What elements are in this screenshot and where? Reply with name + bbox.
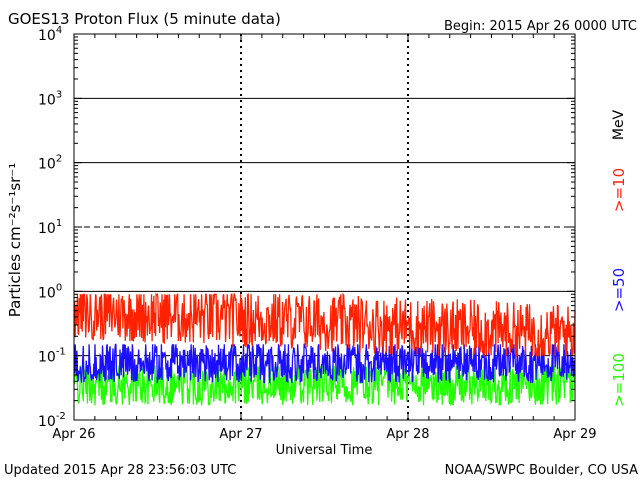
y-tick-label: 103 bbox=[38, 89, 62, 108]
series-layer bbox=[73, 292, 576, 407]
x-axis-label: Universal Time bbox=[276, 443, 373, 458]
x-tick-label: Apr 29 bbox=[553, 427, 596, 442]
y-tick-exponent: -1 bbox=[56, 347, 66, 358]
y-tick-exponent: 4 bbox=[56, 25, 62, 36]
series-line-ge10 bbox=[73, 292, 576, 358]
chart-title: GOES13 Proton Flux (5 minute data) bbox=[8, 10, 281, 28]
y-tick-exponent: 1 bbox=[56, 218, 62, 229]
y-tick-label: 10-1 bbox=[38, 347, 66, 366]
legend-label-ge10: >=10 bbox=[610, 168, 628, 212]
y-tick-base: 10 bbox=[38, 221, 56, 237]
y-tick-exponent: 3 bbox=[56, 89, 62, 100]
y-tick-label: 102 bbox=[38, 154, 62, 173]
x-tick-label: Apr 27 bbox=[219, 427, 262, 442]
y-tick-exponent: -2 bbox=[56, 411, 66, 422]
series-line-ge100 bbox=[73, 364, 576, 407]
y-tick-base: 10 bbox=[38, 285, 56, 301]
y-tick-base: 10 bbox=[38, 414, 56, 430]
y-axis-label: Particles cm⁻²s⁻¹sr⁻¹ bbox=[6, 163, 24, 317]
legend: MeV >=10 >=50 >=100 bbox=[610, 109, 628, 406]
legend-label-ge50: >=50 bbox=[610, 268, 628, 312]
x-tick-label: Apr 28 bbox=[386, 427, 429, 442]
series-line-ge50 bbox=[73, 343, 576, 384]
tick-layer bbox=[73, 34, 576, 421]
y-tick-exponent: 0 bbox=[56, 282, 62, 293]
y-tick-label: 10-2 bbox=[38, 411, 66, 430]
y-tick-base: 10 bbox=[38, 28, 56, 44]
legend-label-ge100: >=100 bbox=[610, 353, 628, 407]
x-tick-label: Apr 26 bbox=[52, 427, 95, 442]
y-tick-label: 104 bbox=[38, 25, 62, 44]
y-tick-exponent: 2 bbox=[56, 154, 62, 165]
y-tick-label: 100 bbox=[38, 282, 62, 301]
units-label: MeV bbox=[611, 109, 627, 140]
y-tick-label: 101 bbox=[38, 218, 62, 237]
y-tick-base: 10 bbox=[38, 350, 56, 366]
credit-label: NOAA/SWPC Boulder, CO USA bbox=[445, 463, 638, 478]
y-tick-base: 10 bbox=[38, 92, 56, 108]
x-tick-labels: Apr 26 Apr 27 Apr 28 Apr 29 bbox=[52, 427, 596, 442]
updated-timestamp: Updated 2015 Apr 28 23:56:03 UTC bbox=[4, 463, 236, 478]
y-tick-base: 10 bbox=[38, 157, 56, 173]
begin-time-label: Begin: 2015 Apr 26 0000 UTC bbox=[444, 19, 637, 34]
plot-frame bbox=[73, 33, 576, 421]
